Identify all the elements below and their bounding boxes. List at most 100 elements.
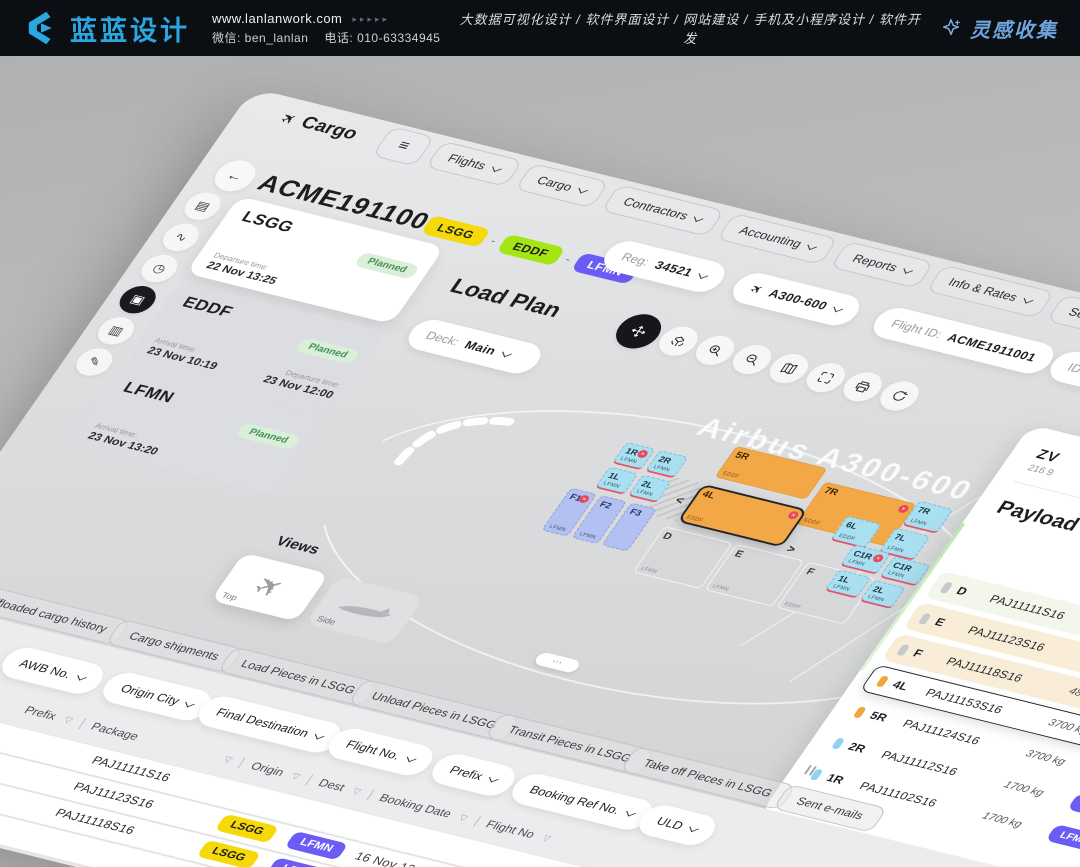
cell-destination: EDDF	[685, 514, 705, 524]
fit-button[interactable]	[799, 359, 852, 396]
nav-item-label: Accounting	[736, 224, 805, 251]
nav-item-contractors[interactable]: Contractors	[600, 184, 726, 237]
filter-label: ULD	[653, 814, 687, 833]
nav-item-cargo[interactable]: Cargo	[514, 162, 610, 209]
zoom-in-button[interactable]	[689, 332, 742, 369]
route-separator: -	[487, 234, 500, 247]
view-option-label: Top	[219, 590, 240, 603]
chevron-down-icon	[314, 731, 325, 740]
aircraft-value: A300-600	[765, 287, 831, 313]
nav-item-reports[interactable]: Reports	[830, 241, 935, 289]
cell-destination: LFMN	[639, 565, 659, 575]
chevron-down-icon	[694, 214, 704, 223]
edit-icon[interactable]: ✎	[69, 345, 119, 379]
position-dot	[896, 643, 911, 656]
clock-icon[interactable]: ◷	[134, 251, 184, 286]
contact-block: www.lanlanwork.com ▸▸▸▸▸ 微信: ben_lanlan …	[212, 10, 440, 46]
payload-position: 1R	[823, 771, 847, 787]
chevron-down-icon	[491, 163, 502, 173]
package-icon[interactable]: ▣	[113, 282, 163, 317]
header-divider	[366, 789, 375, 801]
header-divider	[472, 815, 482, 827]
view-option-label: Side	[314, 614, 338, 627]
view-switcher: ✈ Top Side	[210, 552, 425, 645]
map-button[interactable]	[762, 350, 816, 387]
reg-value: 34521	[651, 258, 696, 280]
route-separator: -	[562, 252, 574, 266]
position-dot	[939, 581, 954, 594]
payload-position: E	[932, 615, 948, 629]
menu-button[interactable]: ≡	[371, 126, 436, 167]
aircraft-icon: ✈	[749, 281, 765, 297]
position-dot	[875, 674, 890, 688]
chevron-down-icon	[77, 672, 87, 681]
payload-position: 2R	[845, 740, 869, 756]
print-button[interactable]	[836, 368, 889, 405]
cell-id: 6L	[843, 520, 860, 531]
brand-logo: 蓝蓝设计	[22, 9, 190, 48]
chevron-down-icon	[185, 699, 196, 708]
header-divider	[305, 774, 314, 785]
destination-badge: LFMN	[1066, 792, 1080, 822]
load-plan-title: Load Plan	[445, 273, 567, 322]
pan-icon	[632, 326, 646, 337]
view-option-side[interactable]: Side	[305, 576, 425, 645]
brand-name: 蓝蓝设计	[70, 15, 190, 46]
nav-item-settings[interactable]: Settings	[1046, 294, 1080, 343]
chevron-down-icon	[698, 270, 709, 279]
nav-item-label: Reports	[849, 252, 901, 275]
inspiration-collect[interactable]: 灵感收集	[940, 14, 1058, 43]
cell-destination: LFMN	[547, 524, 567, 533]
website-link[interactable]: www.lanlanwork.com	[212, 11, 343, 27]
collect-label: 灵感收集	[970, 19, 1058, 42]
cell-destination: EDDF	[782, 601, 802, 611]
map-icon	[780, 363, 798, 374]
id-card-icon[interactable]: ▤	[178, 189, 228, 224]
chevron-down-icon	[807, 242, 818, 251]
route-icon[interactable]: ∿	[156, 220, 206, 255]
cell-id: 7R	[915, 505, 933, 517]
filter-funnel-icon[interactable]: ▽	[290, 770, 303, 781]
payload-weight: 4800 kg	[1066, 685, 1080, 705]
refresh-icon	[893, 391, 908, 401]
print-icon	[855, 381, 870, 393]
nav-item-flights[interactable]: Flights	[425, 140, 523, 187]
plane-side-view-icon	[337, 605, 392, 618]
cell-id: F2	[597, 499, 614, 511]
cell-destination: LFMN	[577, 531, 597, 541]
payload-weight: 1700 kg	[1001, 779, 1047, 799]
rotate-3d-icon	[671, 336, 685, 347]
aircraft-selector[interactable]: ✈ A300-600	[725, 269, 867, 329]
filter-label: Origin City	[117, 682, 183, 708]
chevron-down-icon	[833, 304, 844, 313]
chevron-down-icon	[626, 808, 636, 817]
filter-funnel-icon[interactable]: ▽	[457, 812, 470, 823]
document-icon[interactable]: ▥	[91, 313, 141, 348]
cell-destination: EDDF	[802, 517, 822, 527]
pan-button[interactable]	[607, 310, 670, 353]
fit-icon	[817, 371, 835, 384]
chevron-down-icon	[488, 774, 499, 783]
destination-badge: LFMN	[1045, 824, 1080, 853]
app-window: ✈ Cargo ≡ Flights Cargo Contractors Account…	[0, 88, 1080, 867]
zoom-out-button[interactable]	[725, 341, 779, 378]
nav-item-accounting[interactable]: Accounting	[716, 213, 839, 265]
payload-position: 5R	[867, 709, 891, 725]
nav-item-label: Flights	[445, 151, 489, 173]
filter-funnel-icon[interactable]: ▽	[350, 785, 364, 796]
header-divider	[237, 757, 246, 769]
rotate-3d-button[interactable]	[652, 323, 705, 360]
cell-destination: EDDF	[721, 470, 741, 480]
header-divider	[77, 717, 87, 729]
refresh-button[interactable]	[873, 377, 926, 414]
nav-item-info-rates[interactable]: Info & Rates	[925, 264, 1055, 319]
time-block: Arrival time: 23 Nov 13:20	[85, 422, 166, 458]
filter-funnel-icon[interactable]: ▽	[222, 754, 235, 764]
chevron-down-icon	[406, 753, 416, 763]
brand-logo-icon	[28, 11, 52, 45]
nav-item-label: Cargo	[534, 173, 576, 194]
reg-selector[interactable]: Reg: 34521	[596, 237, 732, 296]
app-logo-label: Cargo	[296, 113, 362, 144]
filter-funnel-icon[interactable]: ▽	[62, 714, 76, 725]
